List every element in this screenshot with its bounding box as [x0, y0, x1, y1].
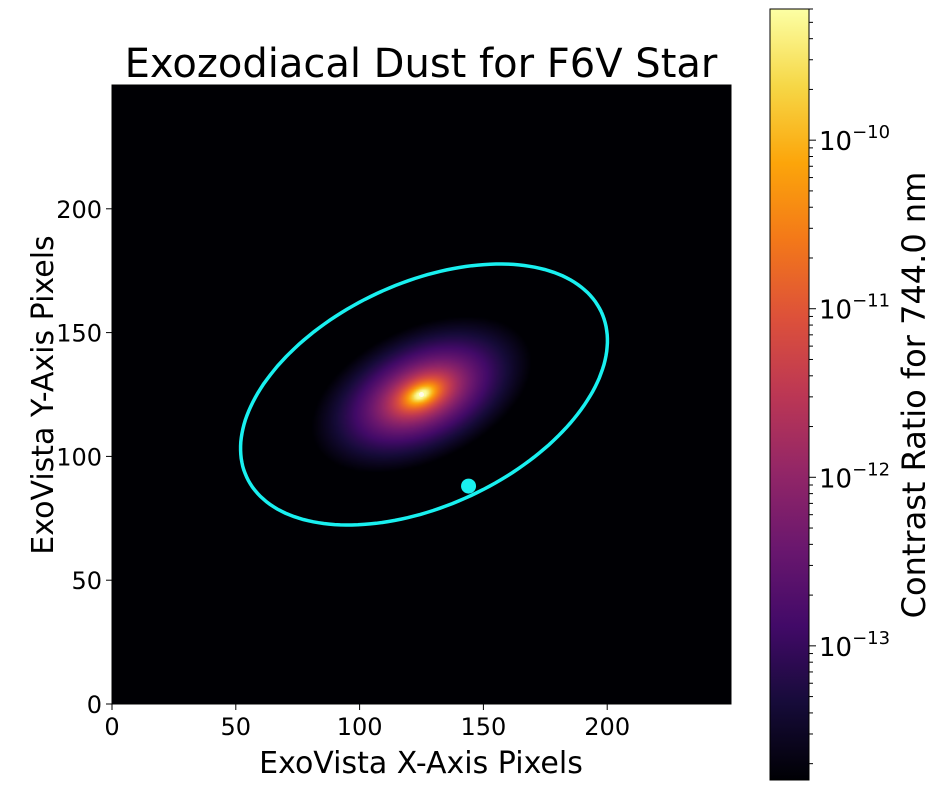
y-tick-label: 150 [56, 320, 102, 348]
y-axis: 0 50 100 150 200 [56, 196, 112, 719]
x-tick-label: 200 [584, 713, 630, 741]
y-axis-label: ExoVista Y-Axis Pixels [26, 235, 61, 554]
colorbar-tick-label: 10−10 [819, 122, 890, 157]
plot-area [112, 85, 731, 704]
colorbar-tick-label: 10−11 [819, 291, 890, 326]
x-axis: 0 50 100 150 200 [104, 704, 630, 741]
planet-marker [461, 479, 476, 494]
colorbar-ticks: 10−13 10−12 10−11 10−10 [809, 9, 890, 764]
x-tick-label: 150 [460, 713, 506, 741]
y-tick-label: 100 [56, 443, 102, 471]
colorbar-tick-label: 10−12 [819, 459, 890, 494]
x-tick-label: 0 [104, 713, 119, 741]
colorbar: 10−13 10−12 10−11 10−10 Contrast Ratio for … [770, 9, 933, 780]
colorbar-tick-label: 10−13 [819, 628, 890, 663]
y-tick-label: 50 [71, 567, 102, 595]
y-tick-label: 0 [87, 691, 102, 719]
chart-title: Exozodiacal Dust for F6V Star [125, 41, 718, 87]
star-marker [419, 392, 424, 397]
x-tick-label: 50 [221, 713, 252, 741]
colorbar-label: Contrast Ratio for 744.0 nm [895, 172, 933, 619]
y-tick-label: 200 [56, 196, 102, 224]
x-axis-label: ExoVista X-Axis Pixels [259, 746, 583, 781]
x-tick-label: 100 [337, 713, 383, 741]
colorbar-gradient [770, 9, 809, 780]
